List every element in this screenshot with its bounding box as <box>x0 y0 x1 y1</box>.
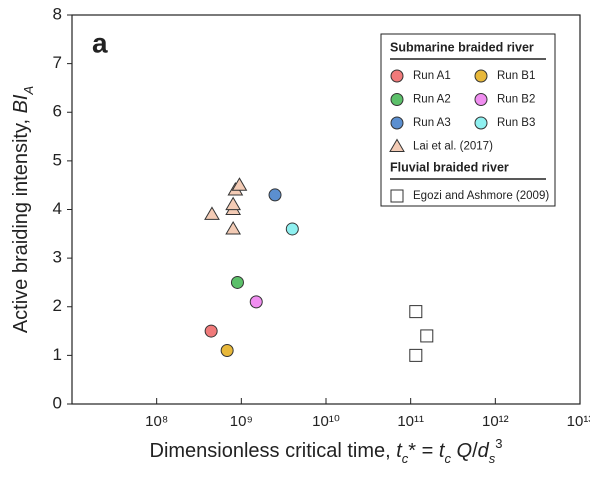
x-axis-label-part: Dimensionless critical time, <box>150 440 397 462</box>
x-tick-label: 10¹¹ <box>397 413 424 430</box>
x-axis-label-part: t <box>396 440 403 462</box>
legend-label: Run B3 <box>497 117 535 129</box>
legend-marker <box>474 69 488 83</box>
x-tick-label: 10⁸ <box>145 413 168 430</box>
point <box>268 188 282 202</box>
x-axis-label-part: c <box>402 451 409 466</box>
y-axis-label-part: Active braiding intensity, <box>10 113 32 333</box>
legend-box <box>380 33 556 207</box>
x-tick-label: 10¹⁰ <box>312 413 340 430</box>
point <box>225 220 241 235</box>
y-tick-label: 1 <box>53 345 62 364</box>
point <box>231 177 248 191</box>
point <box>230 275 244 289</box>
point <box>409 305 423 319</box>
point <box>204 324 218 338</box>
y-axis-label-part: BI <box>10 94 32 113</box>
y-tick-label: 2 <box>53 296 62 315</box>
x-axis-label-part: d <box>478 440 490 462</box>
x-axis-label-part: 3 <box>495 436 502 451</box>
x-axis-label-part: t <box>439 440 446 462</box>
y-tick-label: 3 <box>53 248 62 267</box>
legend-marker <box>390 116 404 130</box>
panel-label: a <box>92 27 108 58</box>
legend-label: Egozi and Ashmore (2009) <box>413 190 549 202</box>
x-axis-label-part: s <box>489 451 496 466</box>
legend-label: Run A1 <box>413 70 451 82</box>
legend-label: Run B2 <box>497 94 535 106</box>
x-tick-label: 10¹² <box>482 413 509 430</box>
x-axis-label-part: / <box>472 440 478 462</box>
legend-label: Lai et al. (2017) <box>413 141 493 153</box>
legend-label: Run A2 <box>413 94 451 106</box>
x-axis-label-part: * = <box>408 440 439 462</box>
point <box>225 196 241 211</box>
legend-group-title: Fluvial braided river <box>390 160 509 174</box>
legend-marker <box>474 93 488 106</box>
y-tick-label: 8 <box>53 4 62 23</box>
y-tick-label: 6 <box>53 102 62 121</box>
x-tick-label: 10⁹ <box>230 413 253 430</box>
x-axis-label-part: c <box>444 451 451 466</box>
y-tick-label: 4 <box>53 199 62 218</box>
x-axis-label: Dimensionless critical time, tc* = tc Q/… <box>150 436 503 466</box>
legend-label: Run A3 <box>413 117 451 129</box>
y-tick-label: 7 <box>53 53 62 72</box>
point <box>420 329 434 343</box>
x-tick-label: 10¹³ <box>567 413 590 430</box>
legend-marker <box>390 189 404 203</box>
x-axis-label-part: Q <box>451 440 472 462</box>
y-axis-label: Active braiding intensity, BIA <box>10 86 36 333</box>
point <box>204 206 220 220</box>
point <box>220 344 234 358</box>
y-tick-label: 5 <box>53 150 62 169</box>
y-axis-label-part: A <box>21 86 36 96</box>
legend-marker <box>390 69 404 83</box>
y-tick-label: 0 <box>53 393 62 412</box>
point <box>249 295 263 309</box>
legend-label: Run B1 <box>497 70 535 82</box>
point <box>409 348 423 362</box>
legend-marker <box>389 138 405 152</box>
legend-marker <box>474 116 488 130</box>
legend-group-title: Submarine braided river <box>390 40 534 54</box>
legend-marker <box>390 93 404 106</box>
point <box>285 222 299 236</box>
